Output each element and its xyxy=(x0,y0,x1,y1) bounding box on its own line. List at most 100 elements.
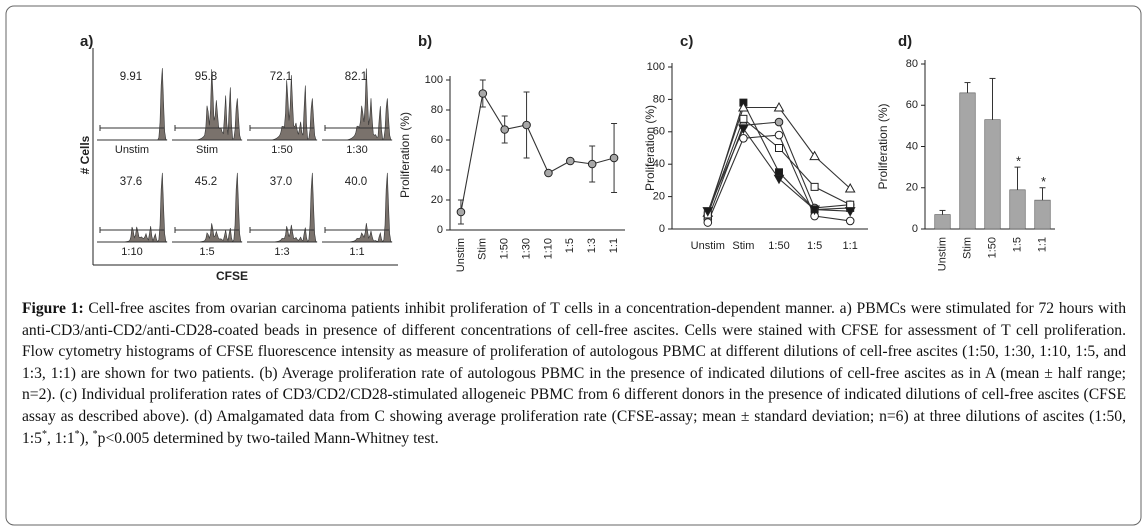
percent-label: 95.8 xyxy=(195,71,217,83)
y-tick-label: 80 xyxy=(431,104,443,116)
bar xyxy=(934,214,951,230)
x-tick-label: 1:5 xyxy=(564,238,576,253)
category-label: Stim xyxy=(196,144,218,156)
marker xyxy=(587,159,597,169)
y-tick-label: 60 xyxy=(653,126,665,138)
y-tick-label: 80 xyxy=(906,58,918,70)
x-tick-label: Unstim xyxy=(691,240,725,252)
y-tick-label: 20 xyxy=(906,182,918,194)
x-tick-label: 1:5 xyxy=(1011,237,1023,252)
caption-superscript: * xyxy=(74,428,80,440)
caption-text: , 1:1 xyxy=(46,429,75,447)
marker xyxy=(775,168,783,177)
percent-label: 37.6 xyxy=(120,176,142,188)
y-tick-label: 40 xyxy=(653,158,665,170)
marker xyxy=(702,207,714,217)
marker xyxy=(703,218,713,227)
caption-superscript: * xyxy=(92,428,98,440)
x-tick-label: Unstim xyxy=(936,237,948,271)
significance-mark: * xyxy=(1016,154,1021,169)
marker xyxy=(845,216,855,226)
category-label: 1:30 xyxy=(346,144,367,156)
percent-label: 72.1 xyxy=(270,71,292,83)
category-label: 1:1 xyxy=(349,246,364,258)
caption-text: ), xyxy=(79,429,93,447)
caption: Figure 1: Cell-free ascites from ovarian… xyxy=(22,298,1126,449)
marker xyxy=(738,124,749,135)
significance-mark: * xyxy=(1041,174,1046,189)
marker xyxy=(739,114,748,123)
marker xyxy=(846,200,855,209)
x-axis-label: CFSE xyxy=(216,269,248,283)
category-label: 1:3 xyxy=(274,246,289,258)
x-tick-label: Unstim xyxy=(455,238,467,272)
figure-border xyxy=(5,5,1142,526)
y-tick-label: 40 xyxy=(906,140,918,152)
panel-title: a) xyxy=(80,33,93,50)
y-tick-label: 100 xyxy=(425,74,443,86)
percent-label: 82.1 xyxy=(345,71,367,83)
marker xyxy=(810,182,819,191)
category-label: 1:5 xyxy=(199,246,214,258)
marker xyxy=(478,89,488,98)
bar xyxy=(1009,189,1026,230)
percent-label: 45.2 xyxy=(195,176,217,188)
y-tick-label: 0 xyxy=(912,223,918,235)
marker xyxy=(738,101,749,112)
marker xyxy=(773,101,785,112)
bar xyxy=(1034,199,1051,230)
category-label: 1:50 xyxy=(271,144,292,156)
y-tick-label: 100 xyxy=(647,61,665,73)
marker xyxy=(773,174,785,185)
y-tick-label: 0 xyxy=(659,223,665,235)
y-axis-label: Proliferation (%) xyxy=(643,105,657,191)
x-tick-label: 1:5 xyxy=(807,240,822,252)
marker xyxy=(544,168,553,178)
marker xyxy=(500,125,509,134)
y-axis-label: Proliferation (%) xyxy=(876,103,890,189)
x-tick-label: 1:50 xyxy=(986,237,998,258)
y-tick-label: 60 xyxy=(431,134,443,146)
x-tick-label: 1:3 xyxy=(586,238,598,253)
y-axis-label: Proliferation (%) xyxy=(398,112,412,198)
y-axis-label: # Cells xyxy=(78,135,92,174)
marker xyxy=(774,130,784,140)
percent-label: 40.0 xyxy=(345,176,367,188)
percent-label: 9.91 xyxy=(120,71,142,83)
bar xyxy=(959,92,976,230)
category-label: Unstim xyxy=(115,144,149,156)
line xyxy=(460,91,615,213)
x-tick-label: 1:1 xyxy=(1036,237,1048,252)
bar xyxy=(984,119,1001,230)
caption-label: Figure 1: xyxy=(22,300,84,317)
panel-title: b) xyxy=(418,33,432,50)
y-tick-label: 20 xyxy=(653,191,665,203)
marker xyxy=(809,205,820,216)
panel-title: d) xyxy=(898,33,912,50)
x-tick-label: 1:50 xyxy=(768,240,789,252)
y-tick-label: 80 xyxy=(653,93,665,105)
x-tick-label: Stim xyxy=(961,237,973,259)
x-tick-label: Stim xyxy=(477,238,489,260)
marker xyxy=(739,133,748,143)
marker xyxy=(844,207,856,217)
x-tick-label: 1:10 xyxy=(542,238,554,259)
x-tick-label: 1:1 xyxy=(608,238,620,253)
category-label: 1:10 xyxy=(121,246,142,258)
marker xyxy=(809,150,820,161)
x-tick-label: 1:50 xyxy=(499,238,511,259)
x-tick-label: 1:30 xyxy=(520,238,532,259)
marker xyxy=(774,117,784,127)
marker xyxy=(566,156,575,166)
marker xyxy=(522,120,531,130)
marker xyxy=(844,182,856,193)
percent-label: 37.0 xyxy=(270,176,292,188)
x-tick-label: Stim xyxy=(732,240,754,252)
panel-title: c) xyxy=(680,33,693,50)
y-tick-label: 20 xyxy=(431,194,443,206)
histogram xyxy=(247,75,318,141)
y-tick-label: 40 xyxy=(431,164,443,176)
marker xyxy=(456,207,466,217)
